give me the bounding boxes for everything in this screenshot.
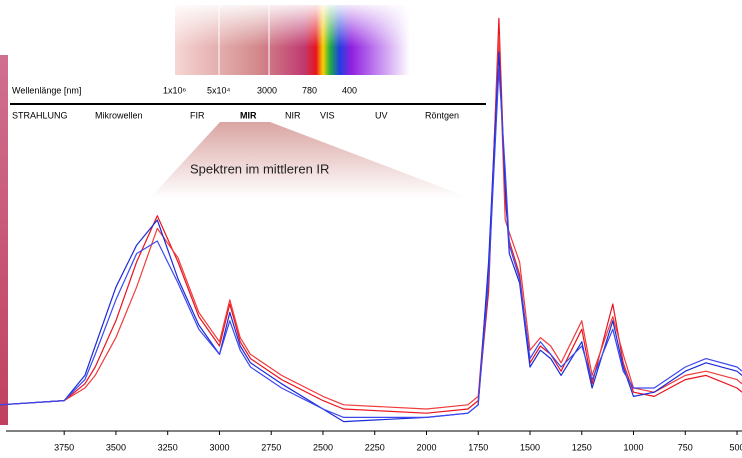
radiation-label: STRAHLUNG [12,110,68,120]
x-tick-label: 3500 [106,442,126,452]
x-tick-label: 1500 [520,442,540,452]
region-label: Mikrowellen [95,110,143,120]
wavelength-tick: 400 [342,85,357,95]
spectrum-fade [175,5,410,75]
region-label: FIR [190,110,205,120]
x-tick-label: 2750 [261,442,281,452]
x-tick-label: 1750 [468,442,488,452]
x-tick-label: 2250 [365,442,385,452]
projection [150,122,470,198]
x-tick-label: 500 [730,442,742,452]
x-tick-label: 3250 [158,442,178,452]
wavelength-tick: 780 [302,85,317,95]
x-tick-label: 2000 [416,442,436,452]
region-label: MIR [240,110,257,120]
x-tick-label: 2500 [313,442,333,452]
x-tick-label: 1250 [572,442,592,452]
x-tick-label: 1000 [624,442,644,452]
region-label: NIR [285,110,301,120]
side-strip [0,55,8,425]
x-tick-label: 750 [678,442,693,452]
x-tick-label: 3750 [54,442,74,452]
wavelength-tick: 3000 [257,85,277,95]
region-label: VIS [320,110,335,120]
spectrum-line [0,34,742,410]
annotation: Spektren im mittleren IR [190,161,329,176]
spectrum-line [0,51,742,423]
wavelength-label: Wellenlänge [nm] [12,85,81,95]
region-label: UV [375,110,388,120]
spectrum-line [0,17,742,414]
x-tick-label: 3000 [209,442,229,452]
spectrum-line [0,68,742,418]
wavelength-tick: 1x10⁶ [163,85,187,95]
wavelength-tick: 5x10⁴ [207,85,231,95]
region-label: Röntgen [425,110,459,120]
